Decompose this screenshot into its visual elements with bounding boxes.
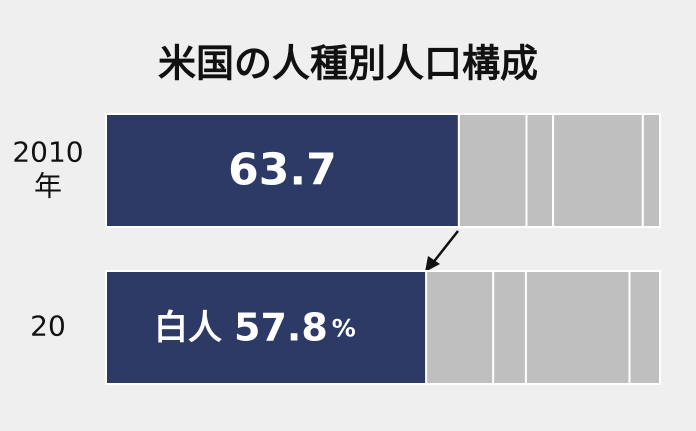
value-label: 57.8%: [234, 305, 356, 349]
category-label: 20: [30, 310, 66, 343]
bar-segment: [524, 270, 631, 385]
bar-segment: [457, 113, 528, 228]
bar-segment: [525, 113, 555, 228]
bar-segment: [552, 113, 644, 228]
bar-segment: [105, 113, 460, 228]
bar-segment: [628, 270, 662, 385]
bar-segment: [492, 270, 527, 385]
category-label-line: 2010: [12, 136, 83, 169]
bar-segment: [425, 270, 495, 385]
category-label: 2010 年: [12, 136, 83, 203]
value-label-number: 57.8: [234, 305, 328, 349]
category-label-line: 年: [34, 170, 62, 203]
arrow-head: [425, 256, 440, 272]
series-name: 白人: [154, 308, 222, 348]
chart-title: 米国の人種別人口構成: [158, 42, 538, 86]
value-label: 63.7: [228, 145, 337, 196]
bar-segment: [105, 270, 428, 385]
arrow: [431, 230, 459, 265]
bar-segment: [641, 113, 661, 228]
value-label-unit: %: [332, 315, 356, 343]
